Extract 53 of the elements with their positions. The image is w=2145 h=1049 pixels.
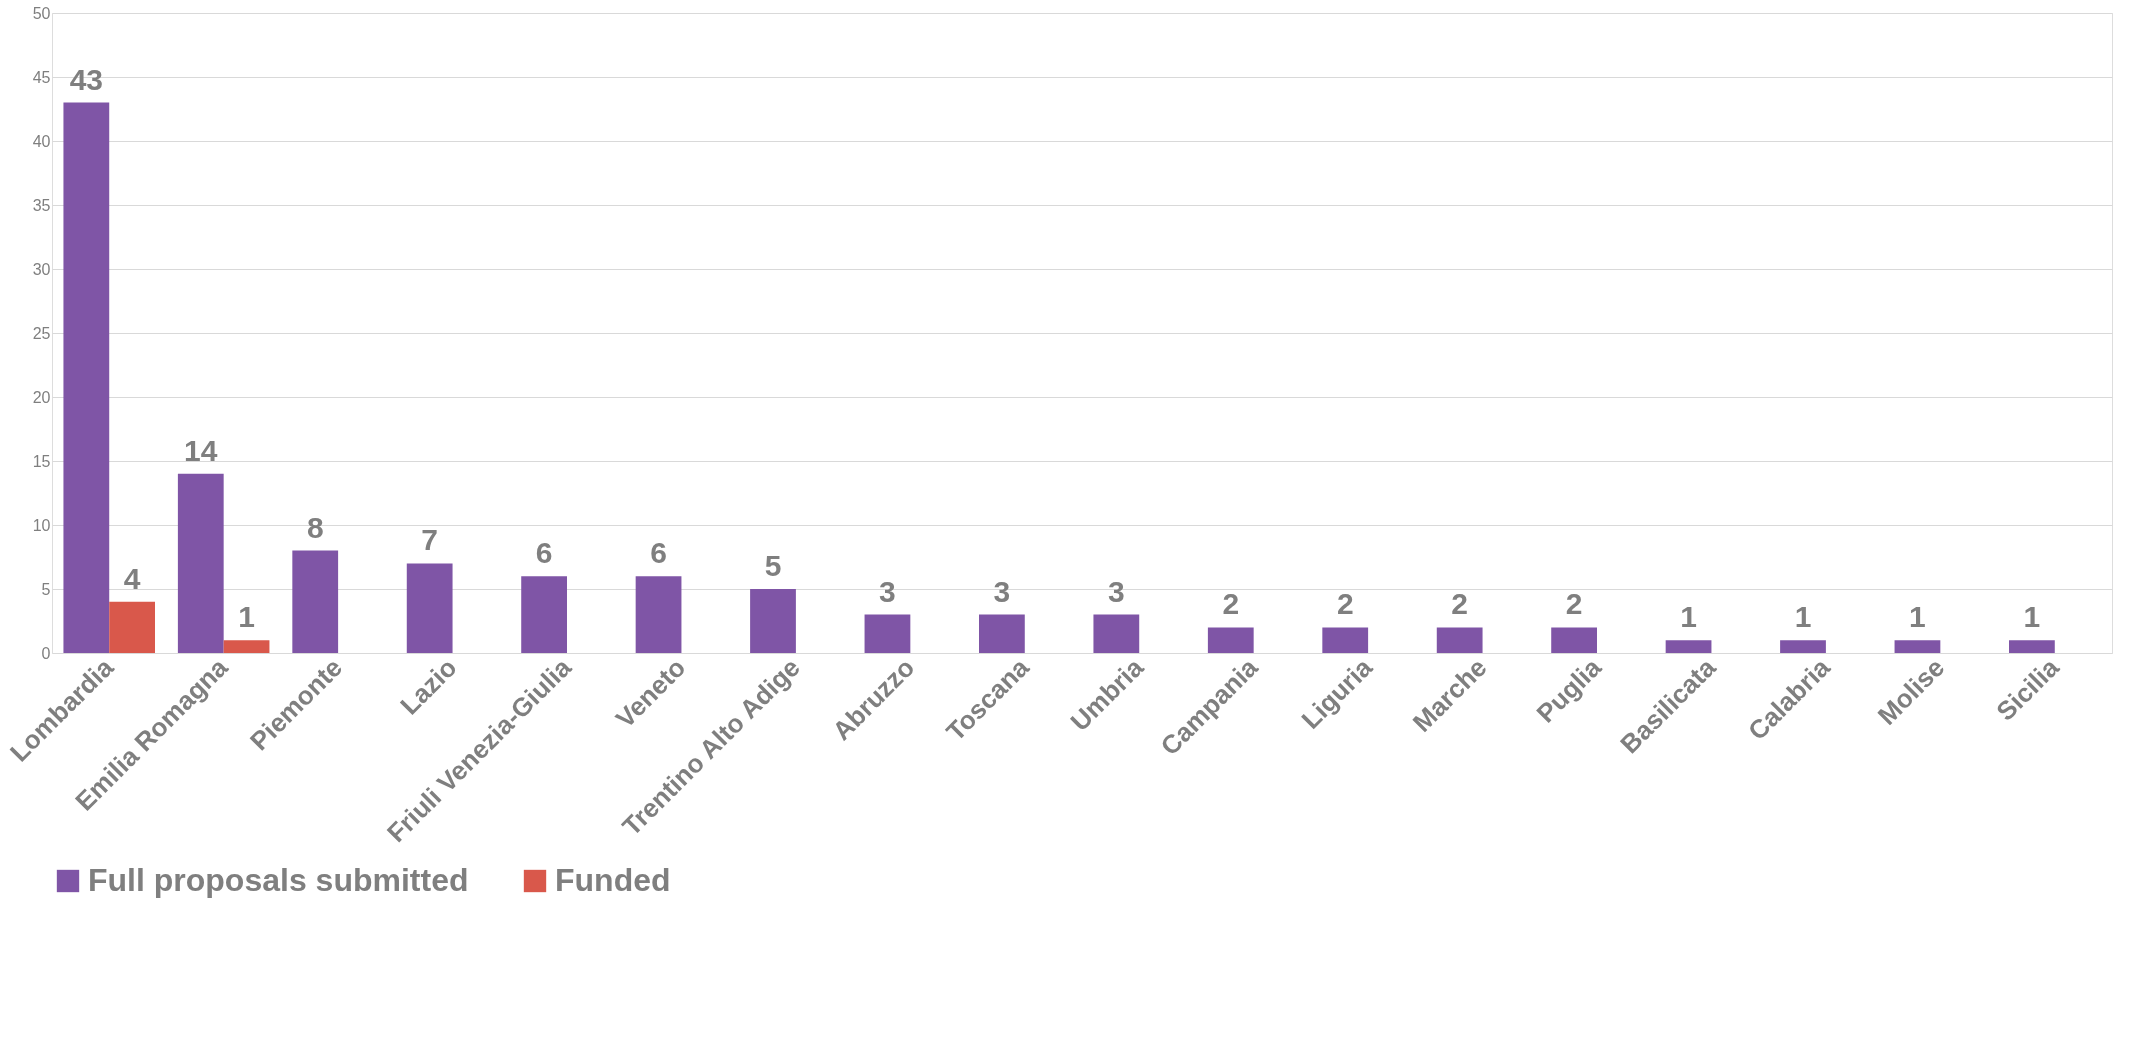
bar bbox=[2009, 640, 2055, 653]
data-label: 1 bbox=[1909, 600, 1926, 634]
data-label: 3 bbox=[993, 574, 1011, 608]
bar bbox=[109, 601, 155, 653]
data-label: 1 bbox=[2023, 600, 2041, 634]
bar bbox=[1207, 627, 1254, 653]
data-label: 5 bbox=[764, 549, 782, 582]
y-tick-label: 5 bbox=[41, 580, 51, 598]
data-label: 8 bbox=[306, 510, 324, 544]
y-tick-label: 45 bbox=[32, 68, 51, 86]
data-label: 2 bbox=[1451, 587, 1469, 621]
y-tick-label: 50 bbox=[32, 4, 51, 22]
y-tick-label: 15 bbox=[32, 452, 51, 470]
bar bbox=[406, 563, 453, 653]
data-label: 1 bbox=[1680, 600, 1697, 634]
bar bbox=[292, 550, 339, 653]
data-label: 6 bbox=[650, 536, 667, 570]
data-label: 4 bbox=[123, 561, 141, 595]
data-label: 3 bbox=[879, 574, 896, 608]
bar bbox=[177, 473, 224, 653]
y-tick-label: 10 bbox=[32, 516, 51, 534]
bar bbox=[521, 576, 567, 653]
data-label: 7 bbox=[421, 523, 439, 557]
data-label: 14 bbox=[184, 433, 218, 467]
bar bbox=[979, 614, 1025, 653]
bar bbox=[1551, 627, 1597, 653]
legend-label: Full proposals submitted bbox=[88, 862, 469, 898]
y-tick-label: 20 bbox=[32, 388, 51, 406]
data-label: 3 bbox=[1107, 574, 1125, 608]
bar bbox=[223, 640, 270, 653]
legend-label: Funded bbox=[555, 862, 671, 898]
data-label: 6 bbox=[535, 536, 553, 570]
bar bbox=[1665, 640, 1712, 653]
bar bbox=[1093, 614, 1140, 653]
bar bbox=[1780, 640, 1826, 653]
bar bbox=[63, 102, 110, 653]
bar bbox=[864, 614, 911, 653]
bar bbox=[1436, 627, 1483, 653]
data-label: 43 bbox=[69, 62, 104, 96]
data-label: 1 bbox=[238, 600, 255, 634]
y-tick-label: 35 bbox=[32, 196, 51, 214]
bar bbox=[1894, 640, 1941, 653]
y-tick-label: 0 bbox=[41, 644, 51, 662]
bar bbox=[750, 589, 796, 653]
data-label: 2 bbox=[1336, 587, 1354, 621]
y-tick-label: 25 bbox=[32, 324, 51, 342]
y-tick-label: 30 bbox=[32, 260, 51, 278]
data-label: 2 bbox=[1565, 587, 1583, 621]
bar bbox=[635, 576, 682, 653]
y-tick-label: 40 bbox=[32, 132, 51, 150]
bar bbox=[1322, 627, 1369, 653]
data-label: 2 bbox=[1222, 587, 1240, 621]
data-label: 1 bbox=[1794, 600, 1812, 634]
